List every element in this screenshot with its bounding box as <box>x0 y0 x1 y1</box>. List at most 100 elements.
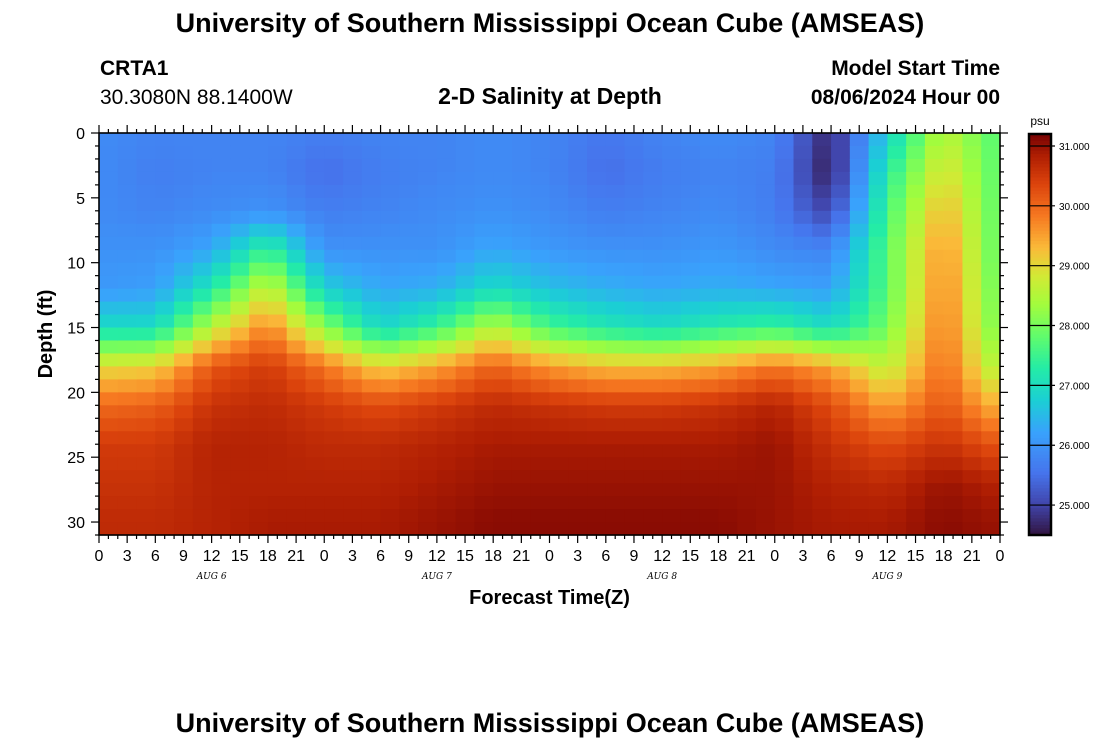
heatmap-cell <box>361 314 382 329</box>
heatmap-cell <box>418 275 438 290</box>
heatmap-cell <box>211 133 231 147</box>
heatmap-cell <box>774 418 795 432</box>
heatmap-cell <box>737 444 757 458</box>
heatmap-cell <box>943 236 964 251</box>
heatmap-cell <box>793 223 813 238</box>
heatmap-cell <box>737 158 757 173</box>
heatmap-cell <box>774 197 795 212</box>
x-tick-label: 6 <box>376 548 385 565</box>
heatmap-cell <box>662 262 682 277</box>
heatmap-cell <box>549 236 569 251</box>
heatmap-cell <box>174 353 194 368</box>
heatmap-cell <box>755 314 776 329</box>
heatmap-cell <box>793 158 813 173</box>
heatmap-cell <box>549 223 569 238</box>
heatmap-cell <box>324 327 344 342</box>
heatmap-cell <box>737 496 757 510</box>
heatmap-cell <box>99 275 119 290</box>
heatmap-cell <box>924 379 945 393</box>
heatmap-cell <box>887 133 907 147</box>
heatmap-cell <box>906 184 926 199</box>
colorbar-tick-label: 28.000 <box>1059 322 1090 333</box>
colorbar-segment <box>1029 264 1051 269</box>
heatmap-cell <box>849 262 870 277</box>
heatmap-cell <box>755 444 776 458</box>
heatmap-cell <box>774 133 795 147</box>
heatmap-cell <box>906 470 926 484</box>
heatmap-cell <box>699 171 720 186</box>
heatmap-cell <box>286 470 307 484</box>
heatmap-cell <box>605 197 626 212</box>
heatmap-cell <box>192 288 213 303</box>
heatmap-cell <box>380 470 400 484</box>
heatmap-cell <box>99 301 119 316</box>
heatmap-cell <box>774 314 795 329</box>
heatmap-cell <box>906 509 926 523</box>
heatmap-cell <box>361 340 382 355</box>
heatmap-cell <box>230 133 250 147</box>
colorbar-tick-label: 25.000 <box>1059 501 1090 512</box>
heatmap-cell <box>155 210 175 225</box>
heatmap-cell <box>436 457 457 471</box>
heatmap-cell <box>887 418 907 432</box>
heatmap-cell <box>211 444 231 458</box>
heatmap-cell <box>192 496 213 510</box>
heatmap-cell <box>305 197 325 212</box>
heatmap-cell <box>117 314 138 329</box>
heatmap-cell <box>605 236 626 251</box>
heatmap-cell <box>793 249 813 264</box>
heatmap-cell <box>624 314 644 329</box>
heatmap-cell <box>812 262 832 277</box>
heatmap-cell <box>774 444 795 458</box>
heatmap-cell <box>943 457 964 471</box>
heatmap-cell <box>718 158 738 173</box>
heatmap-cell <box>155 262 175 277</box>
heatmap-cell <box>699 288 720 303</box>
heatmap-cell <box>568 340 588 355</box>
heatmap-cell <box>305 353 325 368</box>
heatmap-cell <box>962 392 982 406</box>
heatmap-cell <box>117 236 138 251</box>
heatmap-cell <box>774 249 795 264</box>
heatmap-cell <box>343 353 363 368</box>
heatmap-cell <box>174 301 194 316</box>
heatmap-cell <box>718 249 738 264</box>
colorbar-segment <box>1029 267 1051 272</box>
heatmap-cell <box>530 405 551 419</box>
heatmap-cell <box>455 483 476 497</box>
heatmap-cell <box>174 314 194 329</box>
heatmap-cell <box>474 509 494 523</box>
heatmap-cell <box>99 262 119 277</box>
heatmap-cell <box>774 236 795 251</box>
heatmap-cell <box>962 249 982 264</box>
heatmap-cell <box>530 418 551 432</box>
heatmap-cell <box>511 431 532 445</box>
colorbar-segment <box>1029 354 1051 359</box>
heatmap-cell <box>324 340 344 355</box>
heatmap-cell <box>267 509 288 523</box>
colorbar-segment <box>1029 458 1051 463</box>
colorbar-segment <box>1029 351 1051 356</box>
heatmap-cell <box>962 418 982 432</box>
colorbar-segment <box>1029 357 1051 362</box>
heatmap-cell <box>117 223 138 238</box>
heatmap-cell <box>868 158 888 173</box>
heatmap-cell <box>624 133 644 147</box>
heatmap-cell <box>962 327 982 342</box>
heatmap-cell <box>399 249 419 264</box>
heatmap-cell <box>286 353 307 368</box>
x-tick-label: 3 <box>573 548 582 565</box>
heatmap-cell <box>718 314 738 329</box>
heatmap-cell <box>793 314 813 329</box>
heatmap-cell <box>755 392 776 406</box>
heatmap-cell <box>418 366 438 380</box>
heatmap-cell <box>455 262 476 277</box>
heatmap-cell <box>906 392 926 406</box>
heatmap-cell <box>249 210 269 225</box>
heatmap-cell <box>906 327 926 342</box>
colorbar-segment <box>1029 327 1051 332</box>
heatmap-cell <box>643 418 663 432</box>
heatmap-cell <box>211 210 231 225</box>
heatmap-cell <box>455 171 476 186</box>
heatmap-cell <box>924 275 945 290</box>
